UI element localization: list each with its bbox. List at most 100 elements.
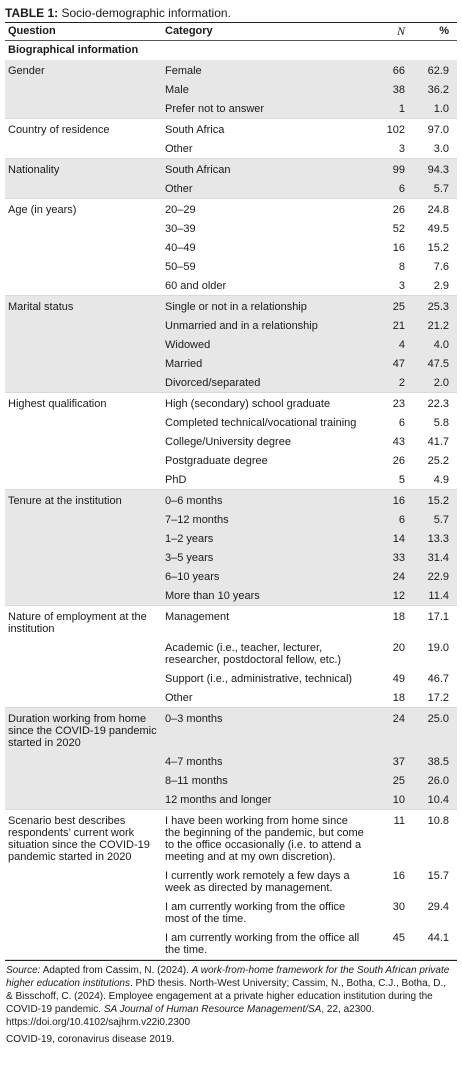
table-row: Completed technical/vocational training 6… <box>5 413 457 432</box>
question-cell: Highest qualification <box>8 398 107 410</box>
table-row: 8–11 months 25 26.0 <box>5 771 457 790</box>
percent-cell: 26.0 <box>427 775 449 787</box>
n-cell: 26 <box>392 204 405 216</box>
question-cell: Duration working from home since the COV… <box>8 713 157 749</box>
n-cell: 6 <box>398 514 405 526</box>
n-cell: 25 <box>392 775 405 787</box>
table-row: PhD 5 4.9 <box>5 470 457 489</box>
n-cell: 3 <box>398 143 405 155</box>
category-cell: Prefer not to answer <box>165 103 265 115</box>
category-cell: Widowed <box>165 339 211 351</box>
source-journal: SA Journal of Human Resource Management/… <box>103 1004 322 1015</box>
category-cell: More than 10 years <box>165 590 260 602</box>
percent-cell: 44.1 <box>427 932 449 944</box>
n-cell: 49 <box>392 673 405 685</box>
n-cell: 16 <box>392 242 405 254</box>
category-cell: Other <box>165 143 193 155</box>
question-cell: Nature of employment at the institution <box>8 611 147 635</box>
category-cell: 0–6 months <box>165 495 223 507</box>
question-cell: Gender <box>8 65 45 77</box>
category-cell: South African <box>165 164 231 176</box>
percent-cell: 21.2 <box>427 320 449 332</box>
source-thesis-title: A work-from-home framework for the South… <box>6 965 450 989</box>
category-cell: 20–29 <box>165 204 196 216</box>
table-row: Widowed 4 4.0 <box>5 335 457 354</box>
n-cell: 99 <box>392 164 405 176</box>
table-row: Nature of employment at the institution M… <box>5 606 457 638</box>
n-cell: 24 <box>392 571 405 583</box>
n-cell: 26 <box>392 455 405 467</box>
question-cell: Tenure at the institution <box>8 495 122 507</box>
category-cell: Unmarried and in a relationship <box>165 320 318 332</box>
category-cell: PhD <box>165 474 187 486</box>
n-cell: 43 <box>392 436 405 448</box>
table-group: Age (in years) 20–29 26 24.8 30–39 52 49.5 40–4… <box>5 199 457 296</box>
table-group: Highest qualification High (secondary) sc… <box>5 393 457 490</box>
table-row: 3–5 years 33 31.4 <box>5 548 457 567</box>
question-cell <box>5 316 165 335</box>
percent-cell: 41.7 <box>427 436 449 448</box>
header-percent: % <box>439 25 449 37</box>
n-cell: 10 <box>392 794 405 806</box>
n-cell: 1 <box>398 103 405 115</box>
percent-cell: 10.4 <box>427 794 449 806</box>
n-cell: 12 <box>392 590 405 602</box>
percent-cell: 62.9 <box>427 65 449 77</box>
table-row: I am currently working from the office a… <box>5 928 457 959</box>
n-cell: 2 <box>398 377 405 389</box>
percent-cell: 25.0 <box>427 713 449 725</box>
question-cell <box>5 586 165 605</box>
table-group: Duration working from home since the COV… <box>5 708 457 810</box>
question-cell <box>5 276 165 295</box>
table-caption-label: TABLE 1: <box>5 6 59 20</box>
table-body: Gender Female 66 62.9 Male 38 36.2 Prefer not t… <box>5 60 457 960</box>
percent-cell: 97.0 <box>427 124 449 136</box>
n-cell: 3 <box>398 280 405 292</box>
table-row: Highest qualification High (secondary) sc… <box>5 393 457 413</box>
question-cell: Scenario best describes respondents’ cur… <box>8 815 150 863</box>
question-cell <box>5 752 165 771</box>
table-row: 40–49 16 15.2 <box>5 238 457 257</box>
category-cell: 1–2 years <box>165 533 214 545</box>
n-cell: 16 <box>392 870 405 882</box>
percent-cell: 29.4 <box>427 901 449 913</box>
table-group: Gender Female 66 62.9 Male 38 36.2 Prefer not t… <box>5 60 457 119</box>
percent-cell: 94.3 <box>427 164 449 176</box>
percent-cell: 25.3 <box>427 301 449 313</box>
table-row: 30–39 52 49.5 <box>5 219 457 238</box>
category-cell: Male <box>165 84 189 96</box>
n-cell: 66 <box>392 65 405 77</box>
n-cell: 30 <box>392 901 405 913</box>
source-part2: . PhD thesis. North-West University; Cas… <box>6 978 447 1015</box>
category-cell: 6–10 years <box>165 571 220 583</box>
table-row: More than 10 years 12 11.4 <box>5 586 457 605</box>
source-label: Source: <box>6 965 41 976</box>
percent-cell: 5.8 <box>433 417 449 429</box>
question-cell <box>5 413 165 432</box>
source-part3: , 22, a2300. https://doi.org/10.4102/saj… <box>6 1004 375 1028</box>
n-cell: 37 <box>392 756 405 768</box>
source-part1: Adapted from Cassim, N. (2024). <box>42 965 192 976</box>
question-cell <box>5 510 165 529</box>
category-cell: Support (i.e., administrative, technical… <box>165 673 353 685</box>
n-cell: 20 <box>392 642 405 654</box>
n-cell: 8 <box>398 261 405 273</box>
table-row: 6–10 years 24 22.9 <box>5 567 457 586</box>
question-cell <box>5 451 165 470</box>
percent-cell: 22.3 <box>427 398 449 410</box>
percent-cell: 2.0 <box>433 377 449 389</box>
category-cell: Divorced/separated <box>165 377 261 389</box>
n-cell: 14 <box>392 533 405 545</box>
category-cell: Postgraduate degree <box>165 455 268 467</box>
question-cell: Country of residence <box>8 124 110 136</box>
table-row: Nationality South African 99 94.3 <box>5 159 457 179</box>
question-cell <box>5 373 165 392</box>
category-cell: Married <box>165 358 203 370</box>
bottom-rule <box>5 960 457 961</box>
category-cell: Female <box>165 65 202 77</box>
section-title: Biographical information <box>8 44 139 56</box>
question-cell <box>5 638 165 669</box>
question-cell <box>5 257 165 276</box>
question-cell <box>5 529 165 548</box>
table-row: Divorced/separated 2 2.0 <box>5 373 457 392</box>
